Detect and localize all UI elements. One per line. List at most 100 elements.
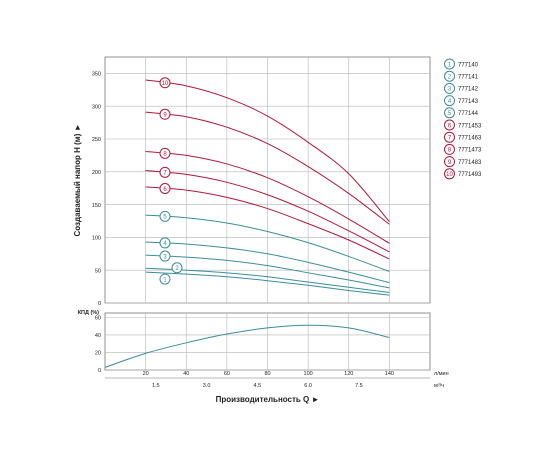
legend-marker-number: 4 bbox=[448, 99, 452, 105]
legend-marker-circle bbox=[444, 58, 455, 70]
head-y-tick-label: 100 bbox=[92, 236, 101, 242]
legend-label: 777141 bbox=[458, 75, 479, 81]
legend-marker-circle bbox=[444, 143, 455, 155]
head-curve-3 bbox=[145, 254, 390, 289]
x-tick-label-lpm: 40 bbox=[183, 371, 189, 377]
head-curve-2 bbox=[145, 267, 390, 293]
legend-marker-circle bbox=[444, 82, 455, 94]
curve-badge-2: 2 bbox=[171, 262, 183, 274]
head-curve-1 bbox=[145, 271, 390, 296]
head-y-tick-label: 350 bbox=[92, 72, 101, 78]
legend-marker-number: 2 bbox=[448, 75, 452, 81]
curve-badge-number: 1 bbox=[163, 277, 167, 283]
head-y-tick-label: 150 bbox=[92, 203, 101, 209]
legend-item-1: 1 777140 bbox=[444, 58, 479, 70]
legend-label: 7771483 bbox=[458, 160, 482, 166]
legend-marker-number: 8 bbox=[448, 148, 452, 154]
curve-badge-circle bbox=[159, 210, 171, 222]
x-tick-label-m3h: 4.5 bbox=[254, 383, 262, 389]
legend-marker-circle bbox=[444, 119, 455, 131]
x-tick-label-m3h: 3.0 bbox=[203, 383, 211, 389]
head-curve-5 bbox=[145, 214, 390, 272]
curve-badge-9: 9 bbox=[159, 108, 171, 120]
curve-badge-number: 2 bbox=[175, 266, 179, 272]
curve-badge-circle bbox=[159, 237, 171, 249]
legend-label: 777143 bbox=[458, 99, 479, 105]
curve-badge-number: 10 bbox=[162, 81, 169, 87]
x-axes: 20 40 60 80 100 120 140 л/мин 1.5 3.0 4.5 6.0 7.5 м³/… bbox=[105, 371, 449, 404]
legend-item-6: 6 7771453 bbox=[444, 119, 482, 131]
legend-marker-number: 1 bbox=[448, 62, 452, 68]
curve-badge-circle bbox=[159, 147, 171, 159]
curve-badge-number: 5 bbox=[163, 215, 167, 221]
head-curve-4 bbox=[145, 241, 390, 284]
head-curve-7 bbox=[145, 169, 390, 253]
legend-item-8: 8 7771473 bbox=[444, 143, 482, 155]
efficiency-y-tick-label: 60 bbox=[95, 316, 101, 322]
legend-marker-number: 9 bbox=[448, 160, 452, 166]
legend-item-10: 10 7771493 bbox=[444, 168, 482, 180]
curve-badge-circle bbox=[159, 108, 171, 120]
legend-marker-number: 7 bbox=[448, 136, 452, 142]
head-plot-area: 0 50 100 150 200 250 300 350 Создаваемый напор H… bbox=[73, 56, 431, 307]
legend-item-2: 2 777141 bbox=[444, 70, 479, 82]
x-tick-label-m3h: 7.5 bbox=[355, 383, 363, 389]
curve-badge-circle bbox=[159, 166, 171, 178]
x-tick-label-lpm: 80 bbox=[264, 371, 270, 377]
legend-item-5: 5 777144 bbox=[444, 107, 479, 119]
efficiency-y-tick-label: 40 bbox=[95, 333, 101, 339]
head-curve-8 bbox=[145, 150, 390, 244]
x-tick-label-lpm: 20 bbox=[143, 371, 149, 377]
curve-badge-circle bbox=[171, 262, 183, 274]
legend: 1 777140 2 777141 3 777142 4 777143 5 777144 6 7771… bbox=[444, 58, 482, 180]
curve-badge-number: 6 bbox=[163, 187, 167, 193]
head-curve-6 bbox=[145, 186, 390, 260]
curve-badge-4: 4 bbox=[159, 237, 171, 249]
head-y-tick-label: 300 bbox=[92, 104, 101, 110]
legend-marker-number: 3 bbox=[448, 87, 452, 93]
curve-badge-3: 3 bbox=[159, 250, 171, 262]
legend-marker-number: 6 bbox=[448, 123, 452, 129]
legend-marker-circle bbox=[444, 131, 455, 143]
x-tick-label-m3h: 1.5 bbox=[152, 383, 160, 389]
head-y-tick-label: 200 bbox=[92, 170, 101, 176]
legend-marker-circle bbox=[444, 95, 455, 107]
curve-badge-number: 4 bbox=[163, 241, 167, 247]
legend-item-7: 7 7771463 bbox=[444, 131, 482, 143]
legend-marker-circle bbox=[444, 156, 455, 168]
curve-badge-circle bbox=[159, 77, 171, 89]
x-tick-label-lpm: 140 bbox=[385, 371, 394, 377]
curve-badge-6: 6 bbox=[159, 182, 171, 194]
legend-label: 7771473 bbox=[458, 148, 482, 154]
head-y-tick-label: 50 bbox=[95, 268, 101, 274]
efficiency-curve bbox=[104, 324, 390, 368]
curve-badge-number: 7 bbox=[163, 171, 167, 177]
head-y-tick-label: 250 bbox=[92, 137, 101, 143]
legend-item-4: 4 777143 bbox=[444, 95, 479, 107]
curve-badge-1: 1 bbox=[159, 273, 171, 285]
curve-badge-circle bbox=[159, 250, 171, 262]
curve-badge-circle bbox=[159, 182, 171, 194]
efficiency-y-tick-label: 20 bbox=[95, 351, 101, 357]
legend-label: 777142 bbox=[458, 87, 479, 93]
legend-marker-circle bbox=[444, 107, 455, 119]
legend-label: 7771453 bbox=[458, 123, 482, 129]
legend-marker-number: 5 bbox=[448, 111, 452, 117]
curve-badge-circle bbox=[159, 273, 171, 285]
curve-badge-5: 5 bbox=[159, 210, 171, 222]
head-curve-9 bbox=[145, 111, 390, 225]
x-unit-m3h: м³/ч bbox=[434, 383, 444, 389]
legend-marker-number: 10 bbox=[446, 172, 453, 178]
curve-badge-8: 8 bbox=[159, 147, 171, 159]
curve-badge-10: 10 bbox=[159, 77, 171, 89]
head-curve-10 bbox=[145, 79, 390, 222]
legend-label: 7771463 bbox=[458, 136, 482, 142]
legend-item-9: 9 7771483 bbox=[444, 156, 482, 168]
head-y-axis-label: Создаваемый напор H (м) ► bbox=[73, 123, 82, 236]
legend-label: 7771493 bbox=[458, 172, 482, 178]
x-unit-lpm: л/мин bbox=[434, 371, 449, 377]
curve-badge-7: 7 bbox=[159, 166, 171, 178]
head-y-tick-label: 0 bbox=[98, 301, 101, 307]
